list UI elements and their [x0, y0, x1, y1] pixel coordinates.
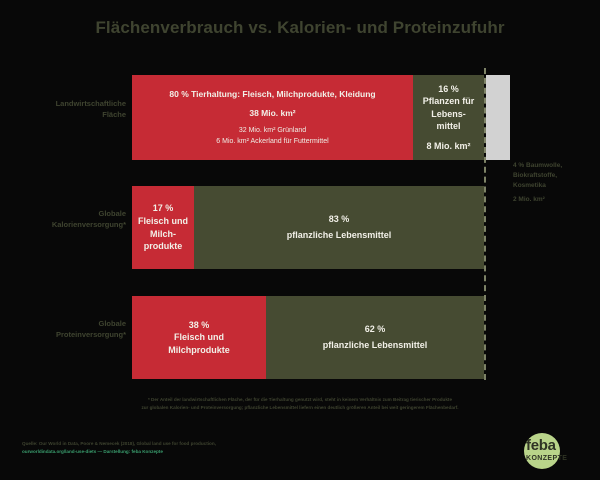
segment-headline-livestock: 80 % Tierhaltung: Fleisch, Milchprodukte…	[169, 88, 376, 99]
footnotes: * Der Anteil der landwirtschaftlichen Fl…	[100, 396, 500, 412]
segment-name-calories-animal-line-3: produkte	[143, 241, 183, 252]
side-label-line-4: 2 Mio. km²	[513, 196, 545, 204]
row-label-calories-line-2: Kalorienversorgung*	[51, 219, 126, 229]
side-label-line-3: Kosmetika	[513, 182, 546, 190]
segment-pct-food-plants: 16 %	[438, 83, 459, 94]
logo-subtitle: KONZEPTE	[526, 455, 568, 462]
segment-value-food-plants: 8 Mio. km²	[426, 140, 471, 151]
row-label-protein: Globale Proteinversorgung*	[6, 319, 126, 341]
side-label-line-1: 4 % Baumwolle,	[513, 162, 563, 169]
row-label-protein-line-2: Proteinversorgung*	[55, 329, 126, 339]
source-line-1: Quelle: Our World in Data, Poore & Nemec…	[22, 441, 216, 446]
page-title: Flächenverbrauch vs. Kalorien- und Prote…	[95, 18, 505, 37]
segment-detail-feed-cropland: 6 Mio. km² Ackerland für Futtermittel	[216, 137, 329, 145]
brand-logo[interactable]: feba KONZEPTE	[508, 432, 586, 472]
row-label-land-use: Landwirtschaftliche Fläche	[6, 99, 126, 121]
row-label-line-2: Fläche	[102, 109, 126, 119]
logo-circle-icon	[524, 433, 560, 469]
reference-line	[484, 68, 486, 380]
side-label-line-2: Biokraftstoffe,	[513, 172, 558, 180]
bar-segment-livestock[interactable]: 80 % Tierhaltung: Fleisch, Milchprodukte…	[132, 75, 413, 160]
segment-name-calories-animal-line-2: Milch-	[150, 228, 176, 239]
segment-name-food-plants-line-1: Pflanzen für	[422, 96, 475, 107]
logo-name: feba	[526, 437, 556, 454]
segment-name-protein-animal-line-1: Fleisch und	[173, 332, 224, 343]
bar-segment-calories-plant[interactable]: 83 % pflanzliche Lebensmittel	[194, 186, 484, 269]
footnote-line-2: zur globalen Kalorien- und Proteinversor…	[141, 405, 459, 411]
bar-segment-other-uses[interactable]	[486, 75, 510, 160]
side-label-other-uses: 4 % Baumwolle, Biokraftstoffe, Kosmetika…	[513, 161, 597, 205]
chart-row-protein: Globale Proteinversorgung* 38 % Fleisch …	[0, 296, 600, 379]
segment-name-protein-plant: pflanzliche Lebensmittel	[322, 340, 428, 350]
segment-name-protein-animal-line-2: Milchprodukte	[168, 344, 230, 355]
segment-name-calories-animal-line-1: Fleisch und	[137, 215, 188, 226]
segment-pct-protein-animal: 38 %	[188, 319, 210, 330]
segment-value-livestock: 38 Mio. km²	[249, 108, 296, 118]
chart-row-land-use: Landwirtschaftliche Fläche 80 % Tierhalt…	[0, 75, 600, 203]
segment-pct-protein-plant: 62 %	[364, 324, 386, 335]
segment-pct-calories-plant: 83 %	[328, 214, 350, 225]
segment-name-calories-plant: pflanzliche Lebensmittel	[286, 230, 392, 240]
chart-row-calories: Globale Kalorienversorgung* 17 % Fleisch…	[0, 186, 600, 269]
row-label-protein-line-1: Globale	[98, 319, 126, 328]
bar-segment-protein-plant[interactable]: 62 % pflanzliche Lebensmittel	[266, 296, 484, 379]
segment-name-food-plants-line-3: mittel	[436, 121, 461, 132]
row-label-calories: Globale Kalorienversorgung*	[6, 209, 126, 231]
bar-segment-calories-animal[interactable]: 17 % Fleisch und Milch- produkte	[132, 186, 194, 269]
segment-pct-calories-animal: 17 %	[152, 203, 174, 214]
footnote-line-1: * Der Anteil der landwirtschaftlichen Fl…	[147, 397, 453, 402]
bar-segment-protein-animal[interactable]: 38 % Fleisch und Milchprodukte	[132, 296, 266, 379]
bar-segment-food-plants[interactable]: 16 % Pflanzen für Lebens- mittel 8 Mio. …	[413, 75, 484, 160]
source-note: Quelle: Our World in Data, Poore & Nemec…	[22, 440, 352, 457]
row-label-calories-line-1: Globale	[98, 209, 126, 218]
segment-name-food-plants-line-2: Lebens-	[431, 108, 466, 119]
source-link[interactable]: ourworldindata.org/land-use-diets — Dars…	[22, 449, 163, 455]
segment-detail-grassland: 32 Mio. km² Grünland	[238, 127, 307, 135]
row-label-line-1: Landwirtschaftliche	[55, 99, 126, 108]
